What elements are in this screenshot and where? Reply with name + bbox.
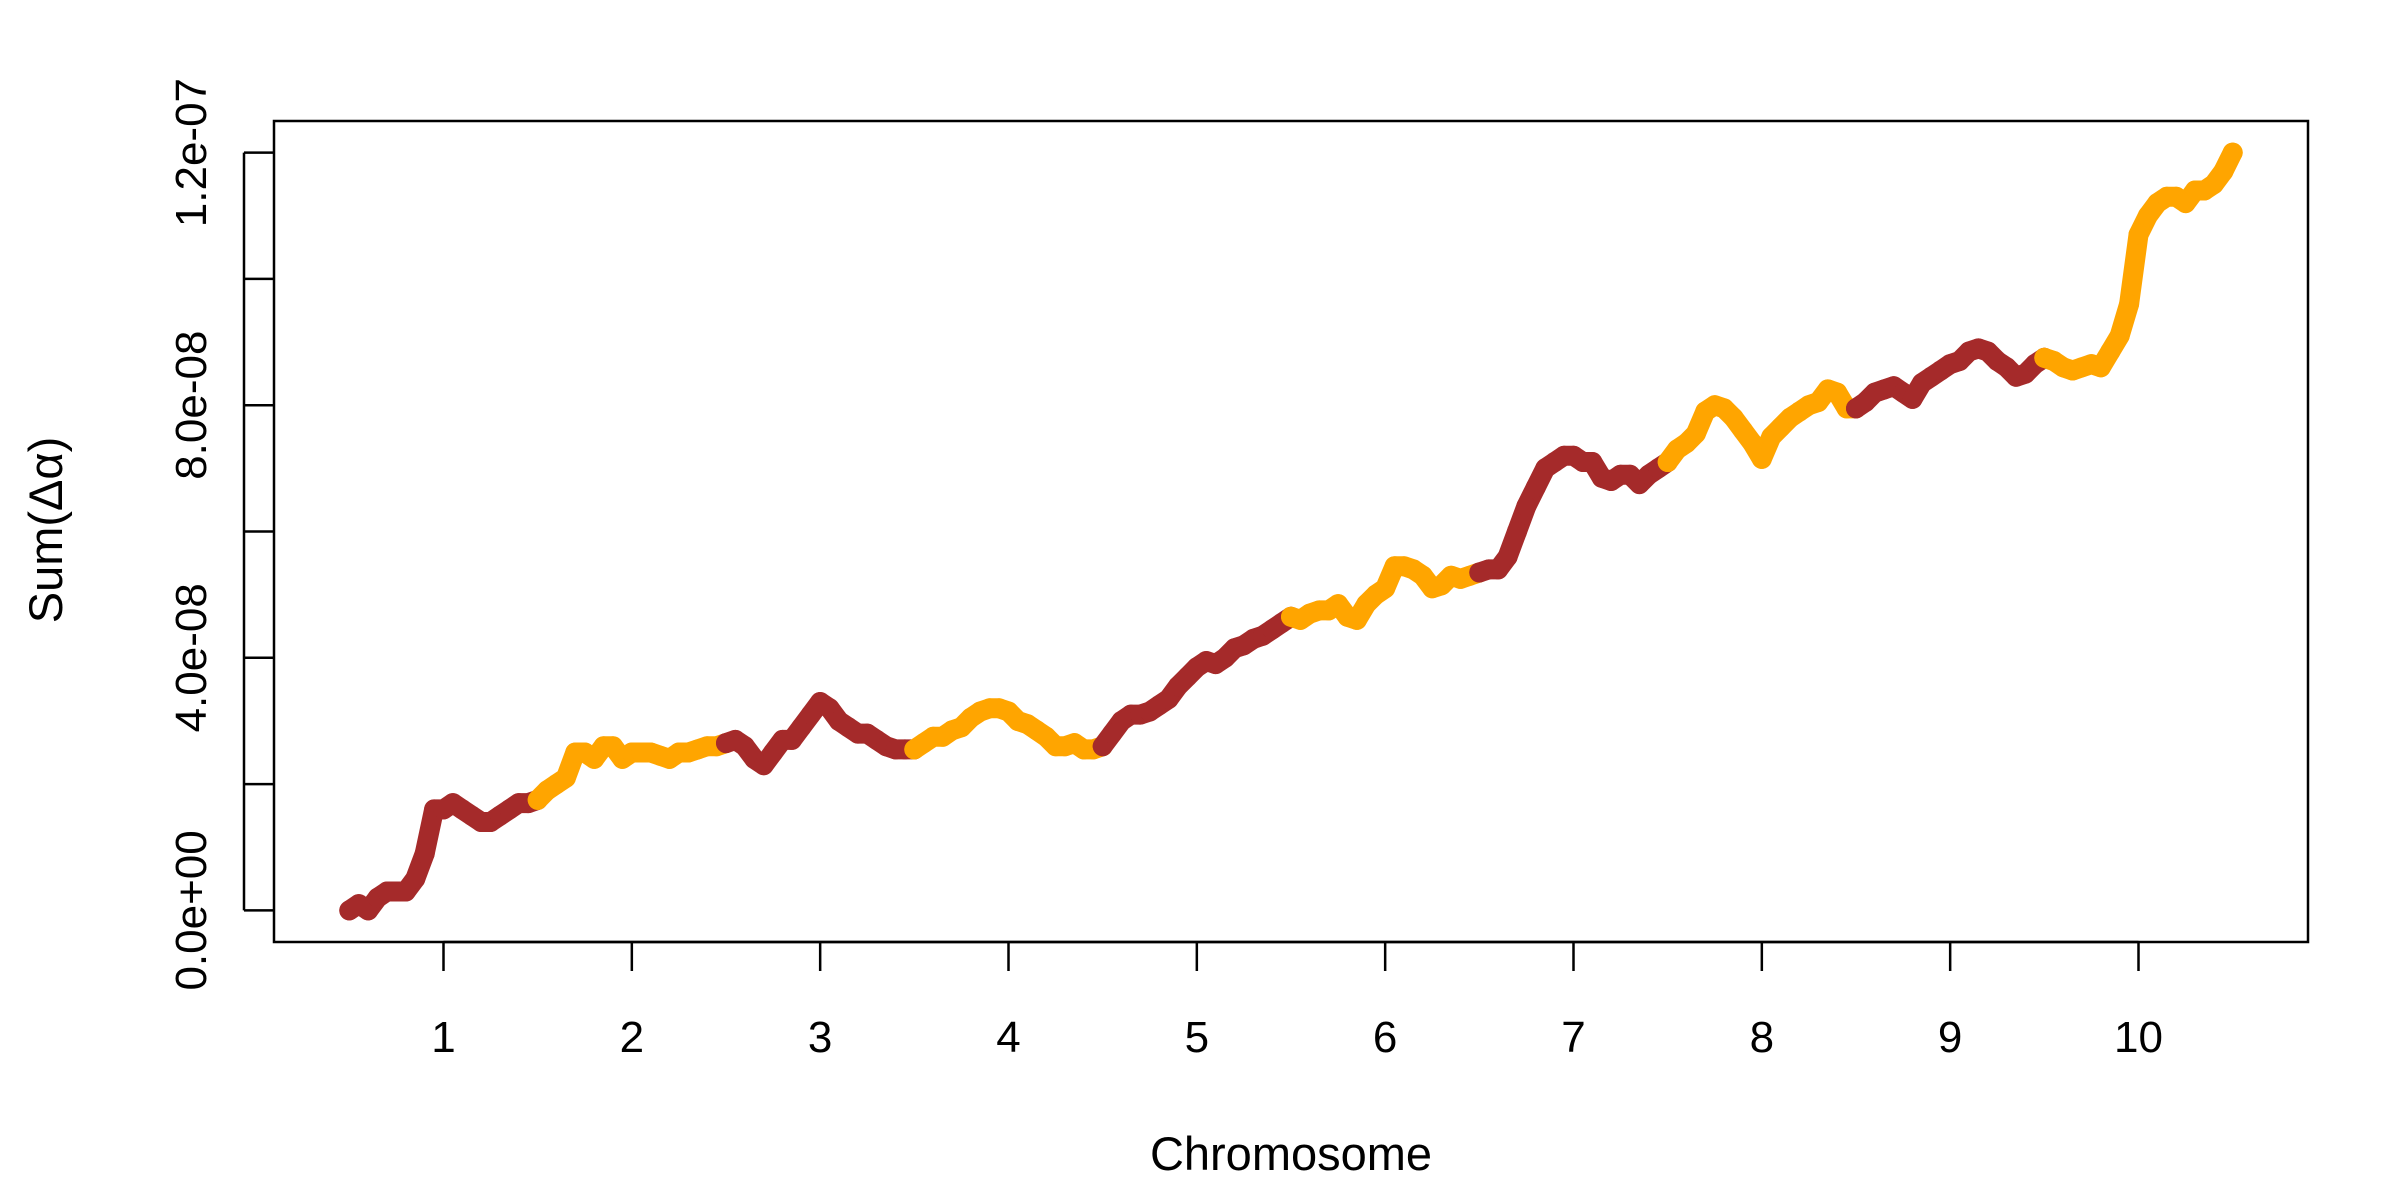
x-tick-label: 6: [1373, 1013, 1397, 1062]
data-series: [339, 142, 2243, 921]
x-tick-label: 5: [1185, 1013, 1209, 1062]
data-point-chr10-20: [2222, 142, 2243, 163]
x-tick-label: 1: [431, 1013, 455, 1062]
data-point-chr8-10: [1751, 448, 1772, 469]
data-point-chr10-8: [2109, 325, 2130, 346]
data-point-chr7-3: [1497, 546, 1518, 567]
data-point-chr9-6: [1902, 388, 1923, 409]
data-point-chr10-9: [2119, 294, 2140, 315]
data-point-chr7-4: [1507, 521, 1527, 542]
data-point-chr10-6: [2090, 357, 2111, 378]
plot-frame: [272, 119, 2310, 944]
x-tick-label: 7: [1561, 1013, 1585, 1062]
data-point-chr1-7: [405, 868, 426, 889]
x-axis: 1 2 3 4 5 6 7 8 9 10: [431, 940, 2163, 1062]
data-point-chr1-8: [414, 843, 435, 864]
x-tick-label: 4: [996, 1013, 1020, 1062]
data-point-chr7-6: [1525, 477, 1546, 498]
data-point-chr10-19: [2213, 161, 2234, 182]
data-point-chr8-3: [1685, 423, 1706, 444]
y-tick-label: 8.0e-08: [167, 331, 216, 480]
x-tick-label: 10: [2114, 1013, 2163, 1062]
data-point-chr6-10: [1375, 578, 1396, 599]
y-tick-label: 0.0e+00: [167, 830, 216, 990]
y-tick-label: 1.2e-07: [167, 78, 216, 227]
data-point-chr7-12: [1582, 452, 1603, 472]
y-axis-title: Sum(Δα): [19, 437, 72, 624]
data-point-chr6-7: [1346, 609, 1367, 630]
x-axis-title: Chromosome: [1150, 1127, 1432, 1180]
data-point-chr8-18: [1827, 382, 1848, 403]
data-point-chr7-5: [1516, 496, 1537, 517]
x-tick-label: 9: [1938, 1013, 1962, 1062]
y-axis: 0.0e+00 4.0e-08 8.0e-08 1.2e-07: [167, 78, 274, 991]
data-point-chr10-10: [2128, 224, 2149, 245]
y-tick-label: 4.0e-08: [167, 583, 216, 732]
data-point-chr2-3: [555, 767, 576, 788]
data-point-chr10-7: [2100, 341, 2121, 362]
x-tick-label: 3: [808, 1013, 832, 1062]
x-tick-label: 2: [620, 1013, 644, 1062]
data-point-chr8-9: [1742, 433, 1763, 454]
x-tick-label: 8: [1750, 1013, 1774, 1062]
